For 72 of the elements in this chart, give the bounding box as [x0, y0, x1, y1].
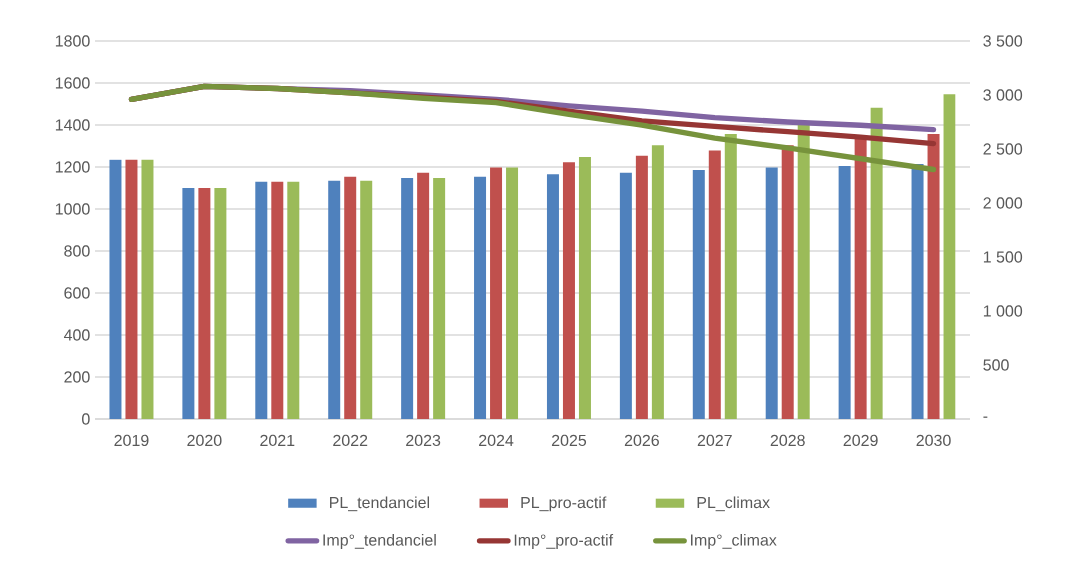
x-tick-label: 2020: [187, 434, 222, 447]
y2-tick-label: 3 500: [983, 35, 1023, 47]
bar: [781, 145, 794, 419]
bar: [360, 180, 373, 419]
bar: [546, 174, 559, 419]
bar: [125, 159, 138, 419]
bar: [619, 172, 632, 419]
x-tick-label: 2029: [843, 434, 878, 447]
y-tick-label: 800: [64, 245, 90, 257]
legend-label: Imp°_climax: [691, 534, 777, 549]
y-tick-label: 200: [64, 371, 90, 383]
x-tick-label: 2021: [260, 434, 295, 447]
bar: [943, 94, 956, 419]
bar: [490, 167, 503, 419]
y-tick-label: 400: [63, 329, 90, 341]
y2-tick-label: 1 000: [983, 305, 1023, 317]
y2-tick-label: 3 000: [983, 89, 1023, 101]
bar: [344, 176, 357, 419]
bar: [214, 187, 227, 419]
x-tick-label: 2030: [916, 434, 951, 447]
y-tick-label: 1400: [55, 119, 90, 131]
bar: [635, 155, 648, 419]
y-tick-label: 600: [64, 287, 90, 299]
x-tick-label: 2027: [697, 434, 732, 447]
bar: [506, 167, 519, 419]
legend-label: Imp°_tendanciel: [323, 534, 436, 549]
y-tick-label: 1200: [55, 161, 90, 173]
bar: [578, 156, 591, 419]
bar: [255, 181, 268, 419]
y-tick-label: 1000: [55, 203, 90, 215]
bar: [287, 181, 300, 419]
y2-tick-label: 2 000: [983, 197, 1023, 209]
y2-tick-label: 2 500: [983, 143, 1023, 155]
bar: [328, 180, 341, 419]
bar: [401, 177, 414, 419]
legend-label: PL_pro-actif: [521, 496, 607, 512]
y2-tick-label: -: [983, 416, 988, 418]
bar: [797, 124, 810, 419]
legend-label: PL_tendanciel: [330, 496, 430, 512]
bar: [927, 134, 940, 419]
y-tick-label: 1600: [55, 77, 90, 89]
y2-tick-label: 500: [983, 359, 1009, 371]
x-tick-label: 2019: [114, 434, 149, 447]
x-tick-label: 2023: [406, 434, 441, 447]
bar: [141, 159, 154, 419]
bar: [182, 187, 195, 419]
x-tick-label: 2022: [333, 434, 368, 447]
bar: [765, 167, 778, 419]
bar: [271, 181, 284, 419]
bar: [911, 164, 924, 419]
bar: [474, 176, 487, 419]
bar: [724, 134, 737, 419]
x-tick-label: 2025: [551, 434, 587, 447]
legend-label: PL_climax: [697, 496, 770, 512]
bar: [198, 187, 211, 419]
bar: [109, 159, 122, 419]
y-tick-label: 1800: [55, 35, 90, 47]
y2-tick-label: 1 500: [983, 251, 1023, 263]
y-tick-label: 0: [82, 413, 90, 425]
bar: [417, 172, 430, 419]
bar: [651, 145, 664, 419]
bar: [562, 162, 575, 419]
bar: [692, 169, 705, 419]
x-tick-label: 2024: [479, 434, 514, 447]
legend-label: Imp°_pro-actif: [514, 534, 614, 549]
bar: [870, 107, 883, 419]
x-tick-label: 2028: [770, 434, 805, 447]
bar: [838, 165, 851, 419]
x-tick-label: 2026: [624, 434, 659, 447]
bar: [854, 137, 867, 419]
bar: [708, 150, 721, 419]
bar: [433, 177, 446, 419]
